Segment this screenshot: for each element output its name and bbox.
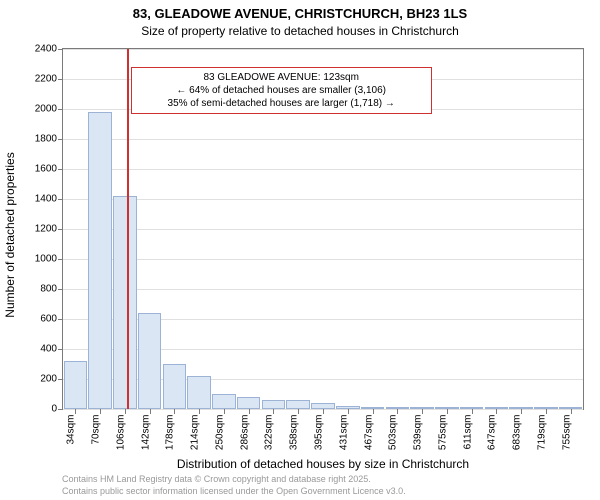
ytick-label: 0: [51, 404, 63, 415]
ytick-label: 400: [40, 344, 63, 355]
xtick-mark: [397, 409, 398, 414]
xtick-mark: [373, 409, 374, 414]
ytick-label: 1800: [35, 134, 63, 145]
ytick-label: 1600: [35, 164, 63, 175]
xtick-mark: [472, 409, 473, 414]
chart-title: 83, GLEADOWE AVENUE, CHRISTCHURCH, BH23 …: [0, 6, 600, 21]
xtick-label: 286sqm: [239, 415, 250, 451]
histogram-bar: [212, 394, 236, 409]
ytick-label: 1400: [35, 194, 63, 205]
gridline: [63, 229, 583, 230]
gridline: [63, 139, 583, 140]
xtick-mark: [422, 409, 423, 414]
histogram-bar: [262, 400, 286, 409]
x-axis-label: Distribution of detached houses by size …: [63, 457, 583, 471]
gridline: [63, 49, 583, 50]
xtick-mark: [100, 409, 101, 414]
ytick-label: 600: [40, 314, 63, 325]
histogram-bar: [138, 313, 162, 409]
histogram-bar: [187, 376, 211, 409]
chart-container: { "title": "83, GLEADOWE AVENUE, CHRISTC…: [0, 0, 600, 500]
ytick-label: 2000: [35, 104, 63, 115]
xtick-mark: [224, 409, 225, 414]
annotation-line: 83 GLEADOWE AVENUE: 123sqm: [136, 71, 427, 84]
xtick-mark: [125, 409, 126, 414]
chart-subtitle: Size of property relative to detached ho…: [0, 24, 600, 38]
xtick-mark: [174, 409, 175, 414]
ytick-label: 1200: [35, 224, 63, 235]
xtick-label: 467sqm: [363, 415, 374, 451]
xtick-label: 214sqm: [190, 415, 201, 451]
xtick-mark: [273, 409, 274, 414]
xtick-label: 106sqm: [115, 415, 126, 451]
xtick-mark: [571, 409, 572, 414]
xtick-label: 250sqm: [214, 415, 225, 451]
xtick-label: 178sqm: [165, 415, 176, 451]
xtick-mark: [249, 409, 250, 414]
xtick-label: 358sqm: [289, 415, 300, 451]
xtick-label: 431sqm: [338, 415, 349, 451]
xtick-mark: [150, 409, 151, 414]
xtick-mark: [75, 409, 76, 414]
xtick-label: 503sqm: [388, 415, 399, 451]
xtick-mark: [447, 409, 448, 414]
xtick-mark: [298, 409, 299, 414]
annotation-line: ← 64% of detached houses are smaller (3,…: [136, 84, 427, 97]
xtick-label: 683sqm: [512, 415, 523, 451]
xtick-label: 142sqm: [140, 415, 151, 451]
chart-footer: Contains HM Land Registry data © Crown c…: [62, 474, 406, 497]
gridline: [63, 199, 583, 200]
xtick-label: 575sqm: [437, 415, 448, 451]
ytick-label: 800: [40, 284, 63, 295]
xtick-label: 755sqm: [561, 415, 572, 451]
plot-area: 0200400600800100012001400160018002000220…: [62, 48, 584, 410]
histogram-bar: [163, 364, 187, 409]
xtick-label: 539sqm: [413, 415, 424, 451]
xtick-mark: [546, 409, 547, 414]
xtick-mark: [199, 409, 200, 414]
xtick-mark: [521, 409, 522, 414]
histogram-bar: [88, 112, 112, 409]
annotation-line: 35% of semi-detached houses are larger (…: [136, 97, 427, 110]
xtick-label: 70sqm: [91, 415, 102, 445]
xtick-label: 647sqm: [487, 415, 498, 451]
ytick-label: 2400: [35, 44, 63, 55]
xtick-label: 611sqm: [462, 415, 473, 450]
ytick-label: 200: [40, 374, 63, 385]
ytick-label: 2200: [35, 74, 63, 85]
ytick-label: 1000: [35, 254, 63, 265]
xtick-label: 719sqm: [536, 415, 547, 451]
xtick-label: 34sqm: [66, 415, 77, 445]
gridline: [63, 259, 583, 260]
xtick-mark: [323, 409, 324, 414]
footer-line: Contains HM Land Registry data © Crown c…: [62, 474, 406, 486]
gridline: [63, 169, 583, 170]
xtick-label: 322sqm: [264, 415, 275, 451]
annotation-box: 83 GLEADOWE AVENUE: 123sqm ← 64% of deta…: [131, 67, 432, 114]
reference-line: [127, 49, 129, 409]
y-axis-label: Number of detached properties: [3, 55, 17, 415]
footer-line: Contains public sector information licen…: [62, 486, 406, 498]
xtick-mark: [348, 409, 349, 414]
histogram-bar: [113, 196, 137, 409]
xtick-mark: [496, 409, 497, 414]
gridline: [63, 289, 583, 290]
xtick-label: 395sqm: [314, 415, 325, 451]
histogram-bar: [64, 361, 88, 409]
histogram-bar: [286, 400, 310, 409]
histogram-bar: [237, 397, 261, 409]
